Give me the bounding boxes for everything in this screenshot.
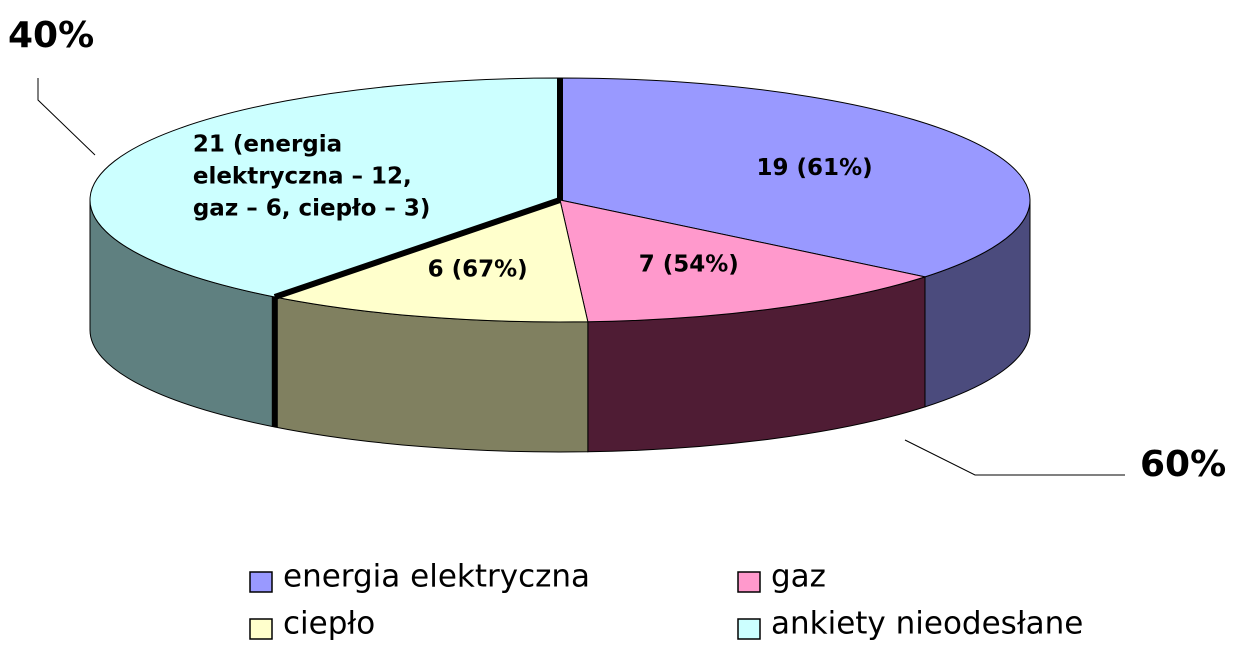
legend-swatch <box>737 618 761 640</box>
data-label-line: gaz – 6, ciepło – 3) <box>193 195 431 221</box>
data-label-line: elektryczna – 12, <box>193 163 412 189</box>
slice <box>272 199 589 323</box>
legend-label: gaz <box>771 559 826 595</box>
slice <box>559 77 1031 278</box>
leader-line <box>904 439 1125 476</box>
data-label-line: 21 (energia <box>193 131 342 157</box>
legend-swatch <box>249 618 273 640</box>
data-label: 19 (61%) <box>757 155 873 181</box>
legend-label: energia elektryczna <box>283 559 590 595</box>
legend-label: ciepło <box>283 606 375 642</box>
legend-swatch <box>249 571 273 593</box>
slice <box>559 199 927 323</box>
slice-separator <box>273 197 561 300</box>
leader-line <box>37 78 96 156</box>
legend-label: ankiety nieodesłane <box>771 606 1083 642</box>
data-label: 6 (67%) <box>428 257 528 283</box>
annotation: 60% <box>1140 444 1226 485</box>
data-label: 21 (energia elektryczna – 12, gaz – 6, cie… <box>193 131 431 221</box>
data-label: 7 (54%) <box>639 252 739 278</box>
annotation: 40% <box>8 15 94 56</box>
legend-swatch <box>737 571 761 593</box>
slice <box>89 77 561 298</box>
